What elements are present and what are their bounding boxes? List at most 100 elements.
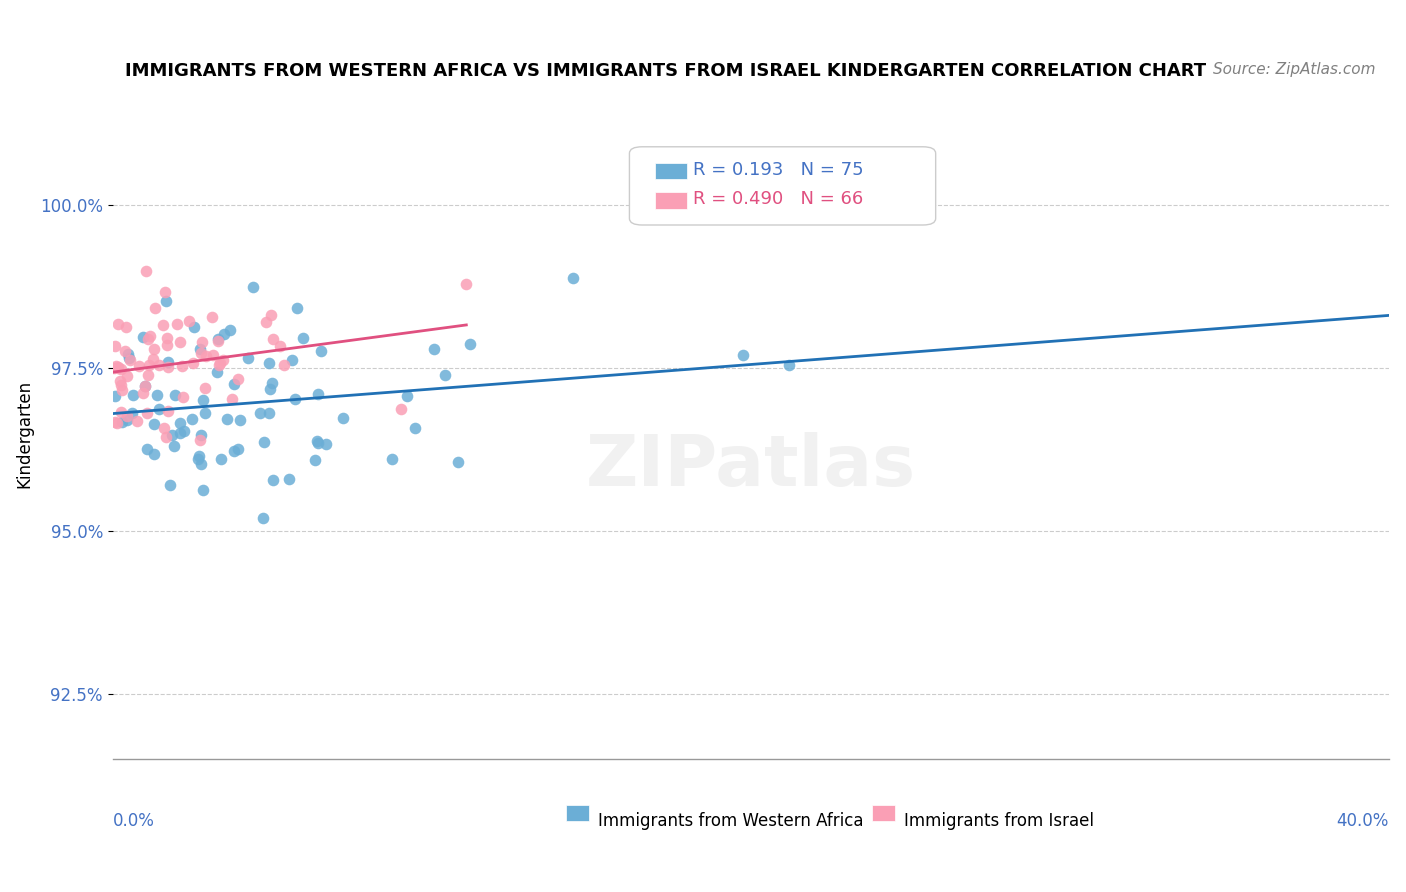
Text: Immigrants from Western Africa: Immigrants from Western Africa bbox=[598, 812, 863, 830]
Point bbox=[284, 392, 307, 407]
Point bbox=[138, 329, 160, 343]
Point bbox=[190, 345, 212, 359]
Point bbox=[281, 352, 304, 367]
Point bbox=[179, 314, 201, 328]
Point bbox=[201, 310, 224, 325]
Point bbox=[187, 451, 209, 466]
Point bbox=[146, 388, 169, 402]
Point bbox=[143, 447, 166, 461]
Point bbox=[166, 318, 188, 332]
Point bbox=[238, 351, 260, 365]
Point bbox=[260, 308, 283, 322]
Point bbox=[285, 301, 308, 316]
Point bbox=[142, 351, 165, 366]
Point bbox=[332, 411, 354, 425]
Point bbox=[259, 382, 281, 396]
Point bbox=[110, 361, 132, 376]
Point bbox=[115, 409, 138, 423]
Point bbox=[173, 424, 195, 438]
Point bbox=[159, 477, 181, 491]
Point bbox=[110, 377, 132, 392]
Point bbox=[155, 430, 177, 444]
Point bbox=[134, 379, 156, 393]
Point bbox=[143, 301, 166, 315]
Point bbox=[561, 271, 583, 285]
Point bbox=[209, 356, 232, 370]
Point bbox=[152, 318, 174, 332]
Point bbox=[114, 344, 136, 359]
Point bbox=[188, 433, 211, 447]
Text: ZIPatlas: ZIPatlas bbox=[585, 432, 915, 500]
Point bbox=[162, 428, 184, 442]
Point bbox=[115, 319, 138, 334]
Bar bbox=[655, 163, 688, 179]
Point bbox=[190, 334, 212, 349]
Point bbox=[103, 360, 125, 375]
Y-axis label: Kindergarten: Kindergarten bbox=[15, 379, 32, 488]
Point bbox=[304, 453, 326, 467]
Point bbox=[307, 436, 329, 450]
Point bbox=[142, 417, 165, 432]
Point bbox=[260, 376, 283, 390]
Point bbox=[107, 318, 129, 332]
Point bbox=[142, 342, 165, 356]
Point bbox=[111, 415, 134, 429]
Point bbox=[191, 483, 214, 498]
Point bbox=[193, 393, 215, 408]
Text: R = 0.193   N = 75: R = 0.193 N = 75 bbox=[693, 161, 863, 178]
Point bbox=[134, 378, 156, 392]
Point bbox=[207, 332, 229, 346]
Point bbox=[291, 331, 314, 345]
Text: 40.0%: 40.0% bbox=[1336, 812, 1389, 830]
Point bbox=[136, 332, 159, 346]
Point bbox=[118, 353, 141, 368]
Point bbox=[215, 411, 238, 425]
Point bbox=[201, 348, 224, 362]
Point bbox=[269, 339, 291, 353]
Point bbox=[262, 473, 284, 487]
Point bbox=[118, 351, 141, 365]
Text: Source: ZipAtlas.com: Source: ZipAtlas.com bbox=[1213, 62, 1376, 77]
Point bbox=[195, 349, 218, 363]
Point bbox=[194, 406, 217, 420]
Point bbox=[162, 439, 184, 453]
Point bbox=[315, 437, 337, 451]
Point bbox=[136, 406, 159, 420]
Point bbox=[229, 412, 252, 426]
Point bbox=[163, 388, 186, 402]
Point bbox=[108, 374, 131, 388]
Point bbox=[307, 387, 329, 401]
Point bbox=[187, 449, 209, 463]
Point bbox=[117, 347, 139, 361]
Point bbox=[226, 372, 249, 386]
Point bbox=[257, 356, 280, 370]
Point bbox=[155, 285, 177, 299]
Point bbox=[222, 376, 245, 391]
Text: IMMIGRANTS FROM WESTERN AFRICA VS IMMIGRANTS FROM ISRAEL KINDERGARTEN CORRELATIO: IMMIGRANTS FROM WESTERN AFRICA VS IMMIGR… bbox=[125, 62, 1206, 80]
Point bbox=[389, 401, 412, 416]
Point bbox=[190, 457, 212, 471]
Point bbox=[155, 294, 177, 309]
Point bbox=[157, 360, 180, 375]
Point bbox=[132, 386, 155, 401]
Point bbox=[262, 332, 284, 346]
Point bbox=[107, 360, 129, 375]
Point bbox=[104, 339, 127, 353]
Point bbox=[207, 334, 229, 349]
Point bbox=[221, 392, 243, 406]
Point bbox=[257, 406, 280, 420]
Point bbox=[111, 383, 134, 397]
Point bbox=[122, 388, 145, 402]
Point bbox=[456, 277, 478, 291]
Point bbox=[249, 407, 271, 421]
Point bbox=[190, 342, 212, 356]
Point bbox=[252, 511, 274, 525]
Bar bbox=[565, 805, 589, 822]
Point bbox=[422, 342, 444, 356]
Point bbox=[307, 434, 329, 449]
Point bbox=[169, 416, 191, 430]
Point bbox=[169, 334, 191, 349]
Text: 0.0%: 0.0% bbox=[112, 812, 155, 830]
Point bbox=[194, 381, 217, 395]
Point bbox=[103, 416, 125, 430]
